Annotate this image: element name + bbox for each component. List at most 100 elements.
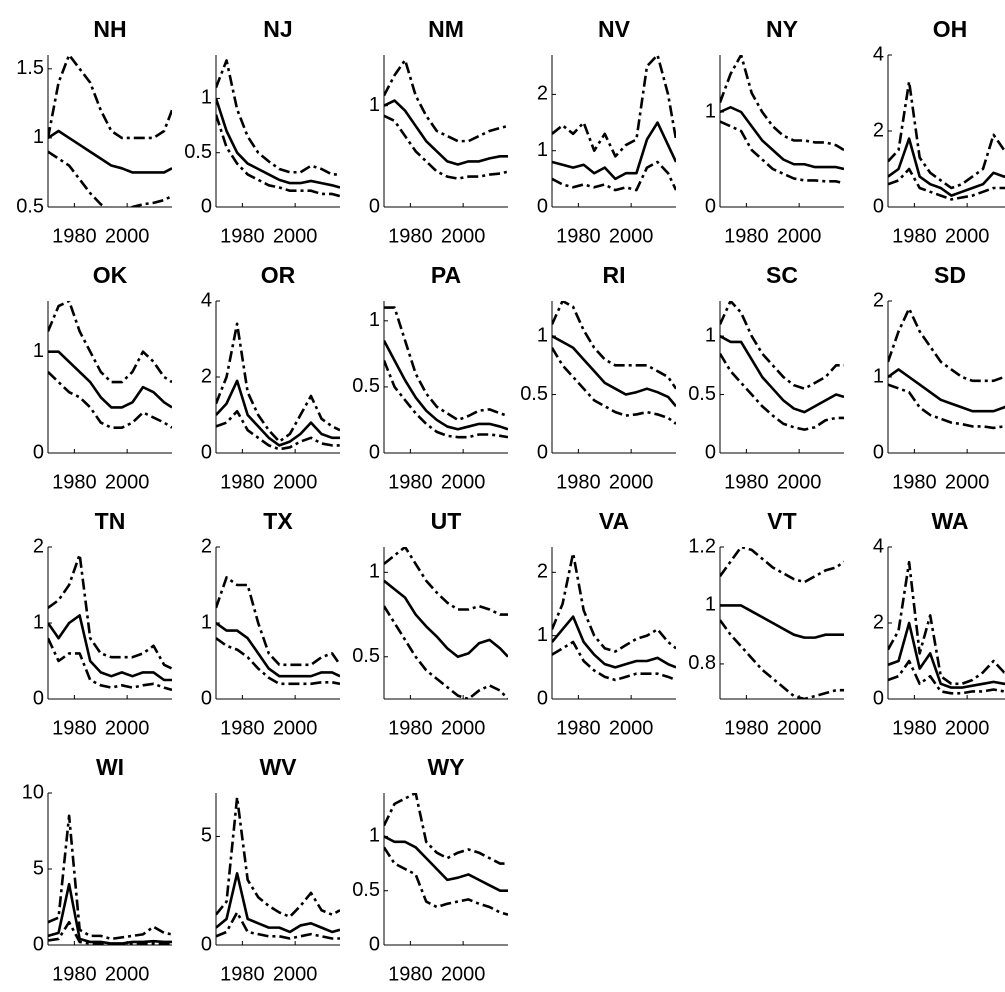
- y-tick-label: 0: [201, 933, 212, 955]
- panel: NY 0 1 1980 2000: [705, 16, 844, 247]
- series-line: [48, 553, 172, 670]
- series-line: [888, 560, 1005, 686]
- panel-title: VA: [599, 508, 629, 534]
- panel: SC 0 0.5 1 1980 2000: [688, 262, 844, 493]
- plot-area: [48, 55, 172, 207]
- y-tick-label: 1: [369, 825, 380, 847]
- series-line: [48, 129, 172, 174]
- y-tick-label: 0: [369, 195, 380, 217]
- y-tick-label: 1: [705, 324, 716, 346]
- panel-title: NY: [766, 16, 798, 42]
- panel-title: PA: [431, 262, 461, 288]
- y-tick-label: 0.5: [352, 645, 380, 667]
- series-line: [384, 835, 508, 893]
- panel: NJ 0 0.5 1 1980 2000: [184, 16, 340, 247]
- plot-area: [888, 80, 1005, 201]
- panel: NH 0.5 1 1.5 1980 2000: [16, 16, 172, 247]
- series-line: [888, 368, 1005, 413]
- x-tick-label: 1980: [220, 717, 265, 739]
- x-tick-label: 1980: [892, 471, 937, 493]
- y-tick-label: 1: [705, 100, 716, 122]
- series-line: [888, 307, 1005, 383]
- y-tick-label: 2: [537, 561, 548, 583]
- plot-area: [216, 576, 340, 686]
- panel: WV 0 5 1980 2000: [201, 754, 340, 985]
- panel-title: VT: [767, 508, 796, 534]
- series-line: [552, 55, 676, 158]
- panel: VT 0.8 1 1.2 1980 2000: [688, 508, 844, 739]
- y-tick-label: 1: [537, 624, 548, 646]
- x-tick-label: 2000: [945, 717, 990, 739]
- series-line: [888, 659, 1005, 695]
- plot-area: [384, 547, 508, 699]
- series-line: [720, 352, 844, 431]
- y-tick-label: 0.5: [688, 383, 716, 405]
- panel-title: NM: [428, 16, 464, 42]
- y-tick-label: 2: [873, 119, 884, 141]
- y-tick-label: 1: [537, 324, 548, 346]
- x-tick-label: 2000: [945, 225, 990, 247]
- plot-area: [48, 553, 172, 692]
- y-tick-label: 2: [873, 289, 884, 311]
- plot-area: [552, 552, 676, 682]
- series-line: [216, 379, 340, 447]
- y-tick-label: 0: [537, 441, 548, 463]
- x-tick-label: 1980: [52, 471, 97, 493]
- series-line: [48, 637, 172, 692]
- y-tick-label: 4: [201, 289, 212, 311]
- y-tick-label: 0: [873, 195, 884, 217]
- y-tick-label: 2: [873, 611, 884, 633]
- series-line: [720, 619, 844, 699]
- panel: VA 0 1 2 1980 2000: [537, 508, 676, 739]
- series-line: [48, 370, 172, 429]
- series-line: [384, 579, 508, 659]
- x-tick-label: 2000: [273, 225, 318, 247]
- plot-area: [384, 58, 508, 180]
- x-tick-label: 2000: [777, 471, 822, 493]
- y-tick-label: 4: [873, 43, 884, 65]
- panel-title: TX: [263, 508, 293, 534]
- series-line: [552, 334, 676, 408]
- series-line: [216, 872, 340, 934]
- y-tick-label: 2: [33, 535, 44, 557]
- panel-title: SD: [934, 262, 966, 288]
- x-tick-label: 2000: [945, 471, 990, 493]
- y-tick-label: 0: [201, 441, 212, 463]
- series-line: [720, 334, 844, 414]
- x-tick-label: 1980: [556, 225, 601, 247]
- y-tick-label: 5: [201, 825, 212, 847]
- y-tick-label: 0: [537, 687, 548, 709]
- panel: OR 0 2 4 1980 2000: [201, 262, 340, 493]
- x-tick-label: 2000: [609, 225, 654, 247]
- panel: PA 0 0.5 1 1980 2000: [352, 262, 508, 493]
- series-line: [216, 409, 340, 451]
- panel-title: NH: [93, 16, 126, 42]
- series-line: [216, 322, 340, 443]
- panel-title: NV: [598, 16, 631, 42]
- panel-title: OH: [933, 16, 968, 42]
- x-tick-label: 1980: [892, 225, 937, 247]
- y-tick-label: 2: [201, 535, 212, 557]
- plot-area: [888, 307, 1005, 430]
- series-line: [384, 99, 508, 166]
- x-tick-label: 2000: [273, 963, 318, 985]
- plot-area: [888, 560, 1005, 695]
- panel-title: WY: [427, 754, 464, 780]
- series-line: [888, 383, 1005, 430]
- y-tick-label: 0.5: [352, 375, 380, 397]
- series-line: [384, 846, 508, 916]
- y-tick-label: 1: [873, 365, 884, 387]
- x-tick-label: 1980: [556, 471, 601, 493]
- panel-title: UT: [431, 508, 462, 534]
- series-line: [384, 58, 508, 143]
- y-tick-label: 1: [369, 309, 380, 331]
- y-tick-label: 0: [201, 687, 212, 709]
- series-line: [216, 114, 340, 198]
- y-tick-label: 1: [33, 126, 44, 148]
- y-tick-label: 0: [369, 441, 380, 463]
- panel: TN 0 1 2 1980 2000: [33, 508, 172, 739]
- series-line: [48, 614, 172, 682]
- x-tick-label: 1980: [52, 717, 97, 739]
- y-tick-label: 0: [873, 687, 884, 709]
